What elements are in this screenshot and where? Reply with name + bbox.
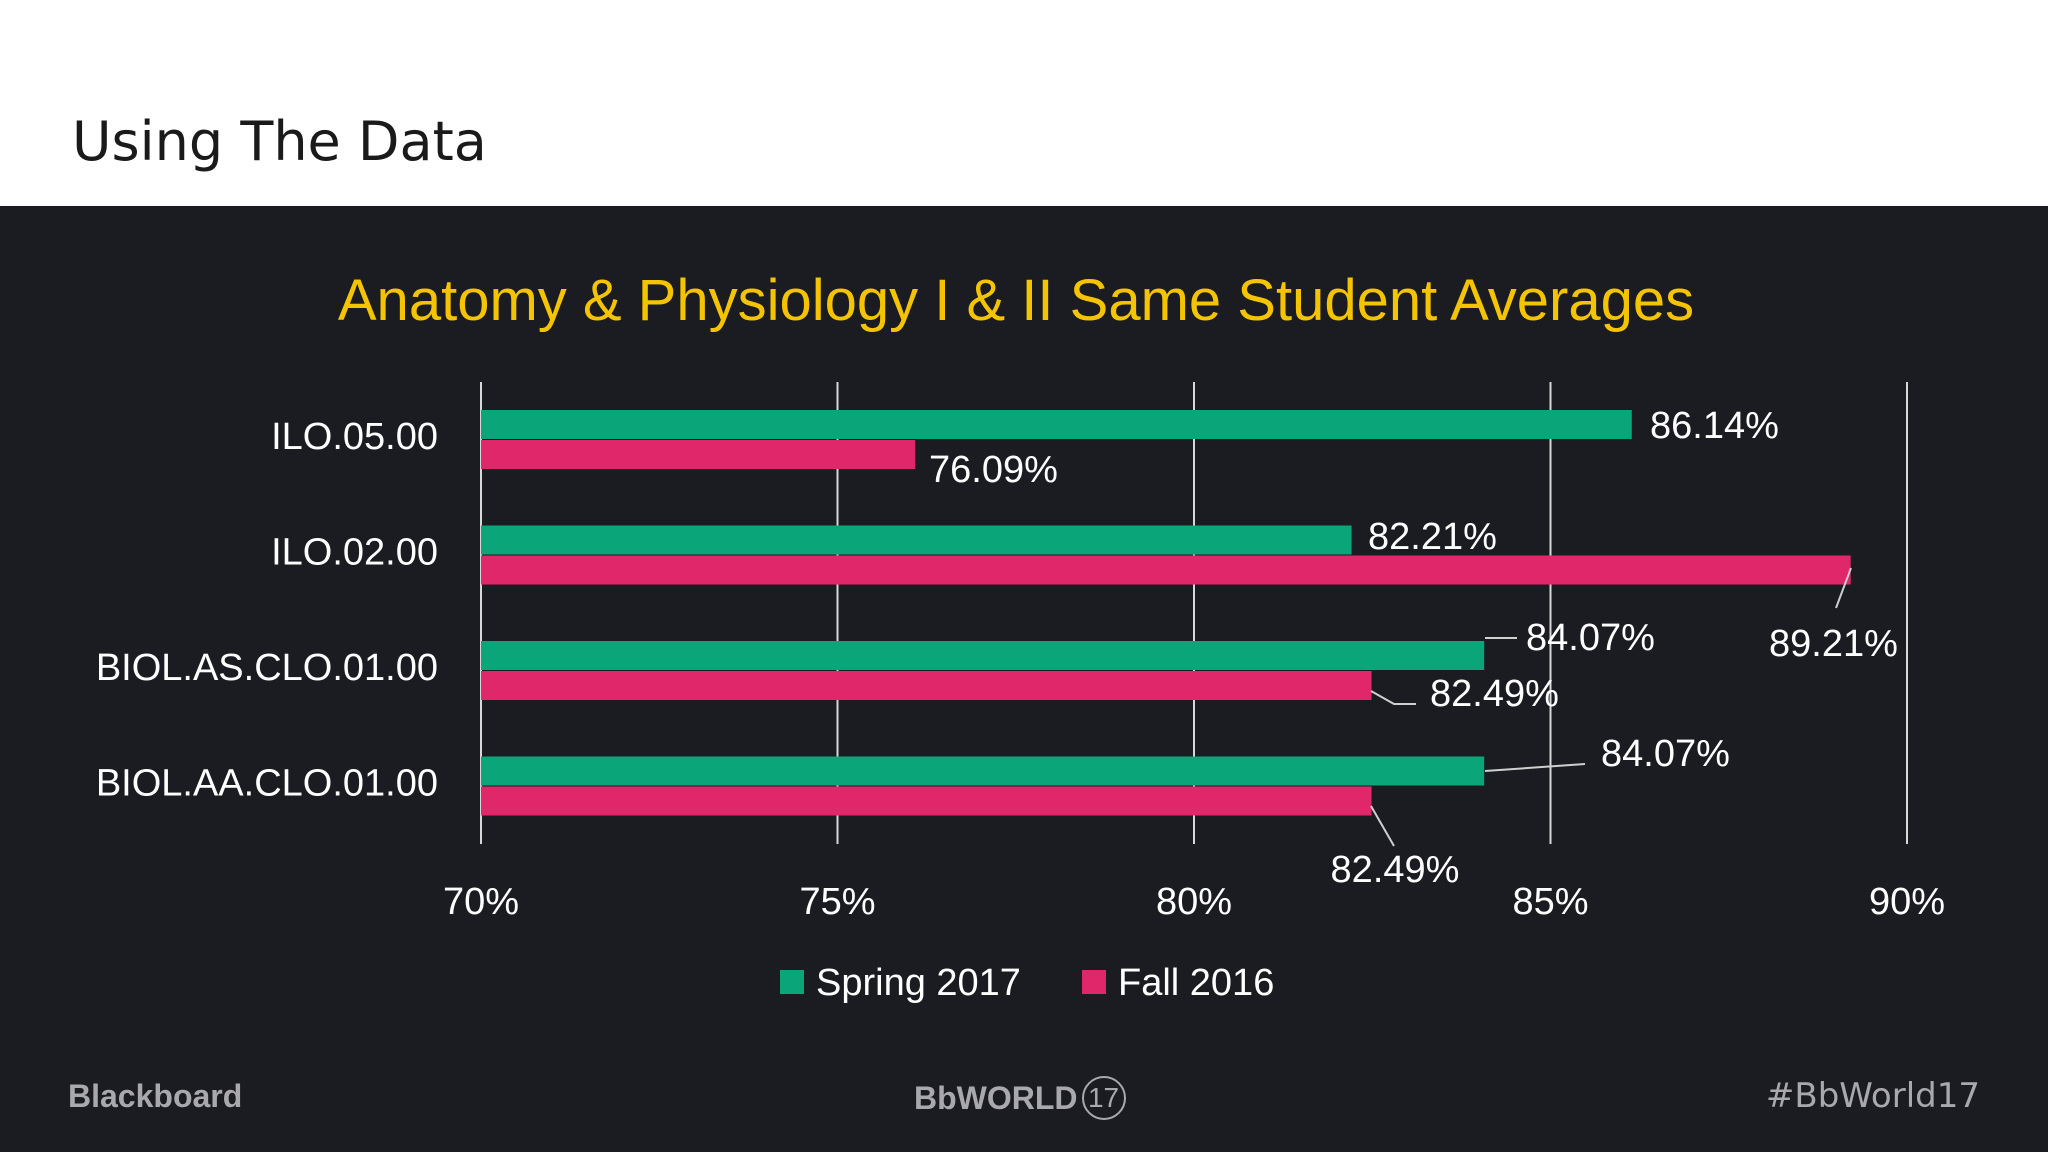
slide-title: Using The Data: [72, 110, 487, 173]
category-label: ILO.05.00: [271, 416, 438, 458]
x-tick-label: 75%: [799, 881, 875, 923]
blackboard-logo: Blackboard: [68, 1078, 243, 1114]
hashtag: #BbWorld17: [1765, 1076, 1980, 1116]
data-label: 86.14%: [1650, 405, 1779, 447]
bbworld-logo: BbWORLD 17: [914, 1074, 1126, 1122]
x-tick-label: 80%: [1156, 881, 1232, 923]
bar: [481, 641, 1485, 670]
bar: [481, 525, 1352, 555]
x-axis-ticks: 70% 75% 80% 85% 90%: [443, 881, 1945, 923]
legend: Spring 2017 Fall 2016: [780, 962, 1274, 1004]
leader-line: [1484, 763, 1586, 772]
bar: [481, 786, 1372, 816]
bar: [481, 410, 1632, 439]
data-labels: 86.14% 76.09% 82.21% 89.21% 84.07% 82.49% 84.0…: [929, 405, 1898, 891]
x-tick-label: 70%: [443, 881, 519, 923]
bars: [481, 410, 1851, 816]
category-label: BIOL.AS.CLO.01.00: [96, 647, 438, 689]
event-name: BbWORLD: [914, 1079, 1078, 1116]
x-tick-label: 90%: [1869, 881, 1945, 923]
x-tick-label: 85%: [1512, 881, 1588, 923]
leader-line: [1835, 567, 1852, 609]
leader-line: [1370, 805, 1395, 847]
data-label: 76.09%: [929, 449, 1058, 491]
legend-label: Fall 2016: [1118, 962, 1274, 1004]
category-label: BIOL.AA.CLO.01.00: [96, 763, 438, 805]
title-band: [0, 0, 2048, 206]
bar: [481, 756, 1485, 786]
bar-chart: Anatomy & Physiology I & II Same Student…: [96, 268, 1945, 1004]
legend-swatch: [1082, 970, 1106, 994]
leader-line: [1370, 690, 1416, 705]
data-label: 84.07%: [1601, 733, 1730, 775]
bar: [481, 555, 1851, 585]
data-label: 82.49%: [1430, 673, 1559, 715]
bar: [481, 440, 916, 469]
data-label: 82.49%: [1331, 849, 1460, 891]
category-labels: ILO.05.00 ILO.02.00 BIOL.AS.CLO.01.00 BIOL.…: [96, 416, 438, 805]
chart-title: Anatomy & Physiology I & II Same Student…: [338, 268, 1694, 333]
data-label: 84.07%: [1526, 617, 1655, 659]
data-label: 89.21%: [1769, 623, 1898, 665]
legend-swatch: [780, 970, 804, 994]
category-label: ILO.02.00: [271, 532, 438, 574]
data-label: 82.21%: [1368, 516, 1497, 558]
bar: [481, 671, 1372, 700]
legend-label: Spring 2017: [816, 962, 1021, 1004]
event-badge: 17: [1081, 1076, 1126, 1120]
